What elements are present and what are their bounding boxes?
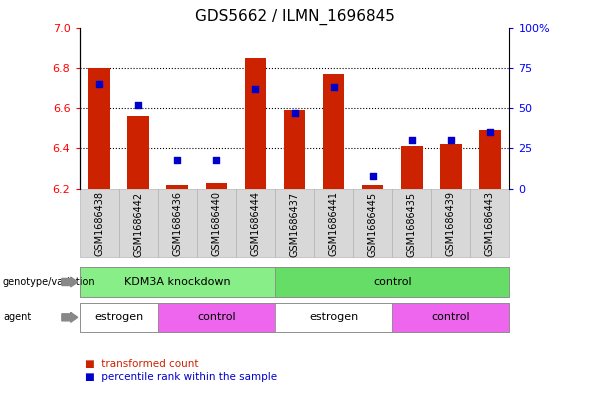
- Text: ■  transformed count: ■ transformed count: [85, 358, 199, 369]
- Point: [290, 110, 299, 116]
- Text: control: control: [197, 312, 236, 322]
- Text: ■  percentile rank within the sample: ■ percentile rank within the sample: [85, 372, 277, 382]
- Text: KDM3A knockdown: KDM3A knockdown: [124, 277, 230, 287]
- Bar: [127, 116, 149, 189]
- Text: estrogen: estrogen: [94, 312, 143, 322]
- Bar: [479, 130, 501, 189]
- Point: [173, 156, 182, 163]
- Point: [407, 137, 416, 143]
- Bar: [206, 183, 227, 189]
- Point: [211, 156, 221, 163]
- Text: agent: agent: [3, 312, 31, 322]
- Point: [94, 81, 104, 87]
- Bar: [362, 185, 383, 189]
- Point: [329, 84, 338, 90]
- Bar: [401, 146, 422, 189]
- Bar: [284, 110, 305, 189]
- Point: [485, 129, 495, 135]
- Title: GDS5662 / ILMN_1696845: GDS5662 / ILMN_1696845: [194, 9, 395, 25]
- Text: estrogen: estrogen: [309, 312, 358, 322]
- Text: control: control: [432, 312, 470, 322]
- Bar: [167, 185, 188, 189]
- Text: genotype/variation: genotype/variation: [3, 277, 95, 287]
- Point: [251, 86, 260, 92]
- Bar: [323, 74, 345, 189]
- Text: control: control: [373, 277, 412, 287]
- Bar: [88, 68, 110, 189]
- Bar: [244, 58, 266, 189]
- Point: [134, 102, 143, 108]
- Bar: [440, 144, 462, 189]
- Point: [446, 137, 455, 143]
- Point: [368, 173, 378, 179]
